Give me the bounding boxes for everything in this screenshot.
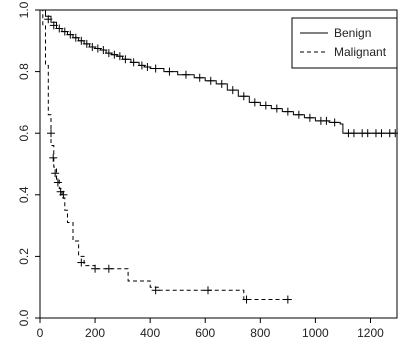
censor-mark-benign <box>115 52 124 61</box>
x-tick-label: 400 <box>140 326 160 340</box>
series-line-malignant <box>40 9 288 300</box>
censor-mark-malignant <box>151 286 160 295</box>
y-tick-label: 0.0 <box>17 309 31 326</box>
legend-label-malignant: Malignant <box>334 45 387 59</box>
x-tick-label: 600 <box>195 326 215 340</box>
censor-mark-malignant <box>59 190 68 199</box>
censor-mark-malignant <box>47 129 56 138</box>
legend-box <box>291 17 398 69</box>
censor-mark-benign <box>82 39 91 48</box>
x-tick-label: 0 <box>37 326 44 340</box>
y-tick-label: 0.4 <box>17 186 31 203</box>
censor-mark-benign <box>322 116 331 125</box>
x-tick-label: 200 <box>85 326 105 340</box>
censor-mark-benign <box>283 107 292 116</box>
censor-mark-benign <box>165 67 174 76</box>
censor-mark-malignant <box>104 264 113 273</box>
censor-mark-benign <box>151 64 160 73</box>
censor-mark-benign <box>377 129 386 138</box>
censor-mark-benign <box>217 79 226 88</box>
censor-mark-benign <box>294 110 303 119</box>
censor-mark-benign <box>239 92 248 101</box>
censor-mark-benign <box>77 36 86 45</box>
censor-mark-benign <box>261 101 270 110</box>
censor-mark-benign <box>49 21 58 30</box>
censor-mark-benign <box>206 76 215 85</box>
censor-mark-benign <box>363 129 372 138</box>
censor-mark-benign <box>330 118 339 127</box>
censor-mark-malignant <box>242 295 251 304</box>
y-tick-label: 0.2 <box>17 248 31 265</box>
censor-mark-benign <box>137 61 146 70</box>
x-tick-label: 1000 <box>302 326 329 340</box>
censor-mark-benign <box>55 24 64 33</box>
censor-mark-benign <box>110 50 119 59</box>
censor-mark-benign <box>93 44 102 53</box>
legend-label-benign: Benign <box>334 26 371 40</box>
censor-mark-malignant <box>51 169 60 178</box>
censor-mark-malignant <box>203 286 212 295</box>
y-tick-label: 1.0 <box>17 1 31 18</box>
censor-mark-malignant <box>283 295 292 304</box>
censor-mark-malignant <box>49 153 58 162</box>
censor-mark-benign <box>129 58 138 67</box>
censor-mark-benign <box>250 98 259 107</box>
legend: Benign Malignant <box>291 17 398 69</box>
censor-mark-malignant <box>77 258 86 267</box>
censor-mark-malignant <box>91 264 100 273</box>
censor-mark-benign <box>272 104 281 113</box>
censor-marks <box>44 15 398 304</box>
censor-mark-benign <box>44 15 53 24</box>
censor-mark-benign <box>181 70 190 79</box>
censor-mark-benign <box>349 129 358 138</box>
y-tick-label: 0.8 <box>17 63 31 80</box>
censor-mark-benign <box>228 86 237 95</box>
censor-mark-benign <box>121 55 130 64</box>
censor-mark-benign <box>60 27 69 36</box>
y-tick-label: 0.6 <box>17 125 31 142</box>
censor-mark-benign <box>66 30 75 39</box>
censor-mark-benign <box>99 46 108 55</box>
censor-mark-malignant <box>53 178 62 187</box>
plot-frame <box>39 9 398 319</box>
axes: 0 200 400 600 800 1000 1200 0.0 0.2 0.4 0.6 0.8 1.0 <box>17 1 398 340</box>
censor-mark-benign <box>104 49 113 58</box>
censor-mark-benign <box>195 73 204 82</box>
x-tick-label: 1200 <box>357 326 384 340</box>
censor-mark-benign <box>71 33 80 42</box>
censor-mark-benign <box>305 113 314 122</box>
x-tick-label: 800 <box>250 326 270 340</box>
censor-mark-benign <box>88 42 97 51</box>
censor-mark-benign <box>143 62 152 71</box>
